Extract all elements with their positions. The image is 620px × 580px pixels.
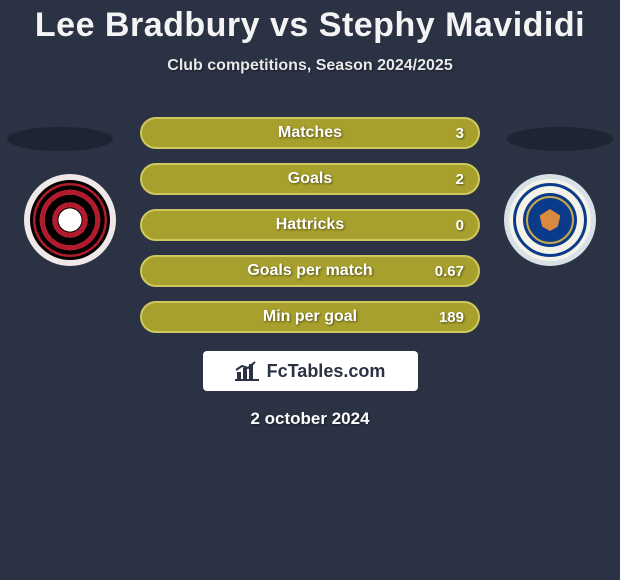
stat-value: 2	[456, 171, 464, 188]
stat-label: Matches	[278, 124, 342, 142]
comparison-infographic: Lee Bradbury vs Stephy Mavididi Club com…	[0, 0, 620, 429]
stat-value: 3	[456, 125, 464, 142]
stat-bar-goals: Goals 2	[140, 163, 480, 195]
team-badge-right	[504, 174, 596, 266]
date-text: 2 october 2024	[0, 409, 620, 429]
bar-chart-icon	[235, 361, 261, 381]
bournemouth-crest-icon	[30, 180, 110, 260]
stat-label: Goals	[288, 170, 332, 188]
subtitle: Club competitions, Season 2024/2025	[0, 57, 620, 75]
stat-label: Min per goal	[263, 308, 357, 326]
stat-label: Goals per match	[247, 262, 372, 280]
stat-bar-min-per-goal: Min per goal 189	[140, 301, 480, 333]
stat-value: 0	[456, 217, 464, 234]
player-shadow-left	[7, 127, 113, 151]
stat-bars: Matches 3 Goals 2 Hattricks 0 Goals per …	[140, 117, 480, 333]
stat-bar-hattricks: Hattricks 0	[140, 209, 480, 241]
stat-value: 0.67	[435, 263, 464, 280]
team-badge-left	[24, 174, 116, 266]
stat-label: Hattricks	[276, 216, 344, 234]
leicester-crest-icon	[509, 179, 591, 261]
stat-bar-goals-per-match: Goals per match 0.67	[140, 255, 480, 287]
player-shadow-right	[507, 127, 613, 151]
stat-value: 189	[439, 309, 464, 326]
stat-bar-matches: Matches 3	[140, 117, 480, 149]
page-title: Lee Bradbury vs Stephy Mavididi	[0, 6, 620, 45]
branding-badge: FcTables.com	[203, 351, 418, 391]
branding-text: FcTables.com	[267, 361, 386, 382]
